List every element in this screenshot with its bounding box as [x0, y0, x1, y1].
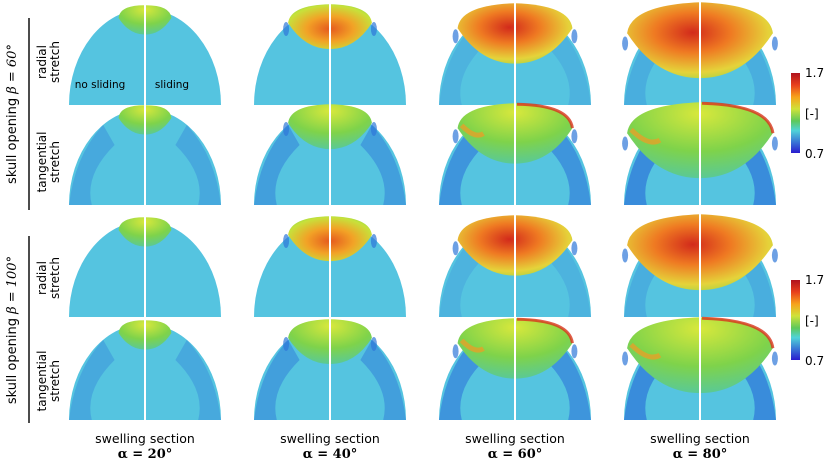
- dome-panel-r4-c1: [69, 317, 221, 420]
- svg-text:swelling section: swelling section: [280, 431, 380, 446]
- annotation-no-sliding: no sliding: [75, 79, 126, 91]
- dome-grid: [69, 0, 778, 420]
- svg-text:[-]: [-]: [805, 314, 819, 328]
- row-label-g2-tangential: tangential stretch: [35, 351, 62, 412]
- svg-text:α = 40°: α = 40°: [303, 447, 358, 462]
- svg-text:tangential: tangential: [35, 132, 49, 193]
- svg-text:stretch: stretch: [48, 141, 62, 183]
- svg-text:stretch: stretch: [48, 360, 62, 402]
- dome-panel-r4-c4: [622, 314, 778, 420]
- dome-panel-r3-c4: [622, 211, 778, 317]
- svg-text:0.7: 0.7: [805, 354, 824, 368]
- svg-text:swelling section: swelling section: [465, 431, 565, 446]
- dome-panel-r4-c3: [439, 315, 591, 420]
- svg-text:radial: radial: [35, 45, 49, 79]
- svg-text:radial: radial: [35, 261, 49, 295]
- dome-panel-r3-c3: [439, 212, 591, 317]
- svg-text:tangential: tangential: [35, 351, 49, 412]
- dome-panel-r2-c4: [622, 99, 778, 205]
- dome-panel-r2-c3: [439, 100, 591, 205]
- column-title-4: swelling section α = 80°: [650, 431, 750, 462]
- annotation-sliding: sliding: [155, 79, 189, 91]
- colorbar-top: 1.7 [-] 0.7: [791, 66, 824, 161]
- svg-text:1.7: 1.7: [805, 66, 824, 80]
- svg-text:swelling section: swelling section: [650, 431, 750, 446]
- dome-panel-r1-c3: [439, 0, 591, 105]
- dome-panel-r2-c1: [69, 102, 221, 205]
- row-label-g1-radial: radial stretch: [35, 41, 62, 83]
- dome-panel-r1-c4: [622, 0, 778, 105]
- svg-text:α = 80°: α = 80°: [673, 447, 728, 462]
- group-label-2: skull opening β = 100°: [5, 256, 20, 404]
- svg-text:α = 20°: α = 20°: [118, 447, 173, 462]
- dome-panel-r3-c2: [254, 213, 406, 317]
- svg-text:1.7: 1.7: [805, 273, 824, 287]
- dome-panel-r2-c2: [254, 101, 406, 205]
- column-title-1: swelling section α = 20°: [95, 431, 195, 462]
- svg-text:stretch: stretch: [48, 41, 62, 83]
- dome-panel-r1-c2: [254, 1, 406, 105]
- group-label-1: skull opening β = 60°: [5, 44, 20, 184]
- svg-text:0.7: 0.7: [805, 147, 824, 161]
- svg-text:swelling section: swelling section: [95, 431, 195, 446]
- dome-panel-r3-c1: [69, 214, 221, 317]
- column-title-2: swelling section α = 40°: [280, 431, 380, 462]
- svg-text:α = 60°: α = 60°: [488, 447, 543, 462]
- dome-panel-r1-c1: [69, 2, 221, 105]
- row-label-g1-tangential: tangential stretch: [35, 132, 62, 193]
- row-label-g2-radial: radial stretch: [35, 257, 62, 299]
- dome-panel-r4-c2: [254, 316, 406, 420]
- colorbar-bottom: 1.7 [-] 0.7: [791, 273, 824, 368]
- column-title-3: swelling section α = 60°: [465, 431, 565, 462]
- svg-text:[-]: [-]: [805, 107, 819, 121]
- svg-text:stretch: stretch: [48, 257, 62, 299]
